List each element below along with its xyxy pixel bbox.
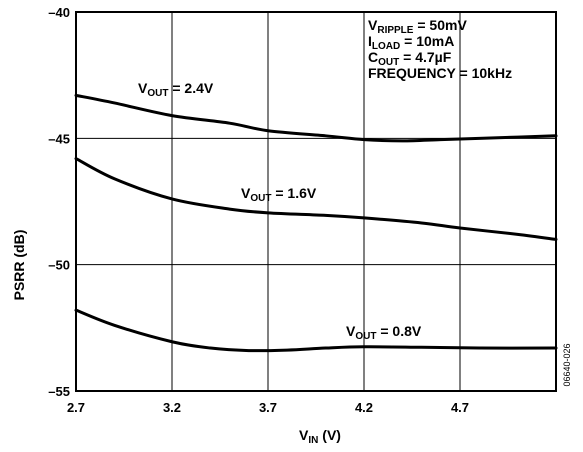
series-label-2: VOUT = 0.8V <box>346 323 422 342</box>
condition-main: C <box>368 49 378 65</box>
x-tick-label: 4.2 <box>355 400 373 415</box>
condition-value: = 50mV <box>413 17 467 33</box>
series-label-value: = 2.4V <box>168 80 213 96</box>
condition-line-3: FREQUENCY = 10kHz <box>368 65 512 81</box>
y-axis-title: PSRR (dB) <box>11 230 27 301</box>
condition-main: FREQUENCY = 10kHz <box>368 65 512 81</box>
series-line-0 <box>74 93 558 143</box>
series-label-main: V <box>346 323 356 339</box>
x-tick-label: 3.2 <box>163 400 181 415</box>
y-tick-label: –55 <box>48 384 70 399</box>
y-tick-labels: –40 –45 –50 –55 <box>48 5 70 399</box>
y-tick-label: –45 <box>48 131 70 146</box>
series-label-1: VOUT = 1.6V <box>241 185 317 204</box>
condition-line-1: ILOAD = 10mA <box>368 33 454 52</box>
series-label-0: VOUT = 2.4V <box>138 80 214 99</box>
condition-line-2: COUT = 4.7µF <box>368 49 452 68</box>
plot-frame <box>75 11 557 392</box>
condition-main: I <box>368 33 372 49</box>
series-label-main: V <box>138 80 148 96</box>
condition-subscript: RIPPLE <box>377 25 413 36</box>
y-tick-label: –50 <box>48 258 70 273</box>
series-label-subscript: OUT <box>147 88 168 99</box>
condition-value: = 4.7µF <box>399 49 451 65</box>
series-label-main: V <box>241 185 251 201</box>
x-axis-title-subscript: IN <box>308 435 318 446</box>
x-tick-label: 2.7 <box>67 400 85 415</box>
series-group <box>74 93 558 353</box>
figure-id: 06640-026 <box>562 343 572 386</box>
condition-main: V <box>368 17 378 33</box>
x-tick-labels: 2.7 3.2 3.7 4.2 4.7 <box>67 400 469 415</box>
series-label-value: = 0.8V <box>376 323 421 339</box>
grid-lines <box>76 12 556 391</box>
series-line-2 <box>74 308 558 353</box>
x-axis-title: VIN (V) <box>299 427 341 446</box>
x-tick-label: 3.7 <box>259 400 277 415</box>
series-line-1 <box>74 157 558 241</box>
condition-subscript: LOAD <box>372 41 400 52</box>
x-tick-label: 4.7 <box>451 400 469 415</box>
condition-subscript: OUT <box>378 57 399 68</box>
x-axis-title-main: V <box>299 427 309 443</box>
series-label-subscript: OUT <box>250 193 271 204</box>
series-label-subscript: OUT <box>355 331 376 342</box>
condition-value: = 10mA <box>400 33 454 49</box>
series-label-value: = 1.6V <box>271 185 316 201</box>
y-tick-label: –40 <box>48 5 70 20</box>
x-axis-title-unit: (V) <box>318 427 341 443</box>
condition-line-0: VRIPPLE = 50mV <box>368 17 467 36</box>
